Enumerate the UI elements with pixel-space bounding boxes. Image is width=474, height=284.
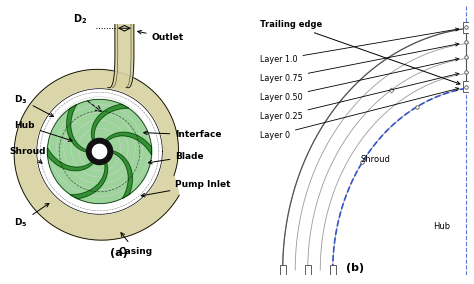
Text: Hub: Hub [433,222,450,231]
Bar [463,22,469,33]
Polygon shape [112,151,132,198]
Text: Trailing edge: Trailing edge [260,20,460,84]
Polygon shape [14,69,179,240]
Text: Interface: Interface [144,130,222,139]
Text: Leading edge: Leading edge [0,283,1,284]
Polygon shape [95,147,104,156]
Bar [280,265,286,275]
Polygon shape [91,104,128,140]
Polygon shape [92,144,107,158]
Polygon shape [37,89,162,214]
Text: Casing: Casing [118,233,153,256]
Text: $\mathbf{D_5}$: $\mathbf{D_5}$ [14,203,49,229]
Text: Hub: Hub [14,121,72,141]
Text: $\mathbf{D_2}$: $\mathbf{D_2}$ [73,12,88,26]
Text: Pump Inlet: Pump Inlet [141,180,231,197]
Polygon shape [106,132,152,155]
Text: (a): (a) [109,248,128,258]
Polygon shape [47,99,152,204]
Polygon shape [67,105,87,152]
Polygon shape [108,24,134,88]
Text: Blade: Blade [148,152,204,164]
Polygon shape [87,138,113,164]
Text: Outlet: Outlet [137,30,184,42]
Text: Layer 0.50: Layer 0.50 [260,58,459,102]
Text: Shroud: Shroud [360,155,390,164]
Text: $\mathbf{D_3}$: $\mathbf{D_3}$ [14,93,54,116]
Bar [463,81,469,92]
Text: Shroud: Shroud [9,147,46,163]
Text: Layer 0.75: Layer 0.75 [260,43,459,83]
Polygon shape [71,162,108,199]
Text: Layer 0.25: Layer 0.25 [260,73,459,121]
Text: (b): (b) [346,263,365,273]
Polygon shape [47,148,93,171]
Bar [330,265,336,275]
Bar [305,265,310,275]
Text: Layer 0: Layer 0 [260,87,459,140]
Text: Layer 1.0: Layer 1.0 [260,28,459,64]
